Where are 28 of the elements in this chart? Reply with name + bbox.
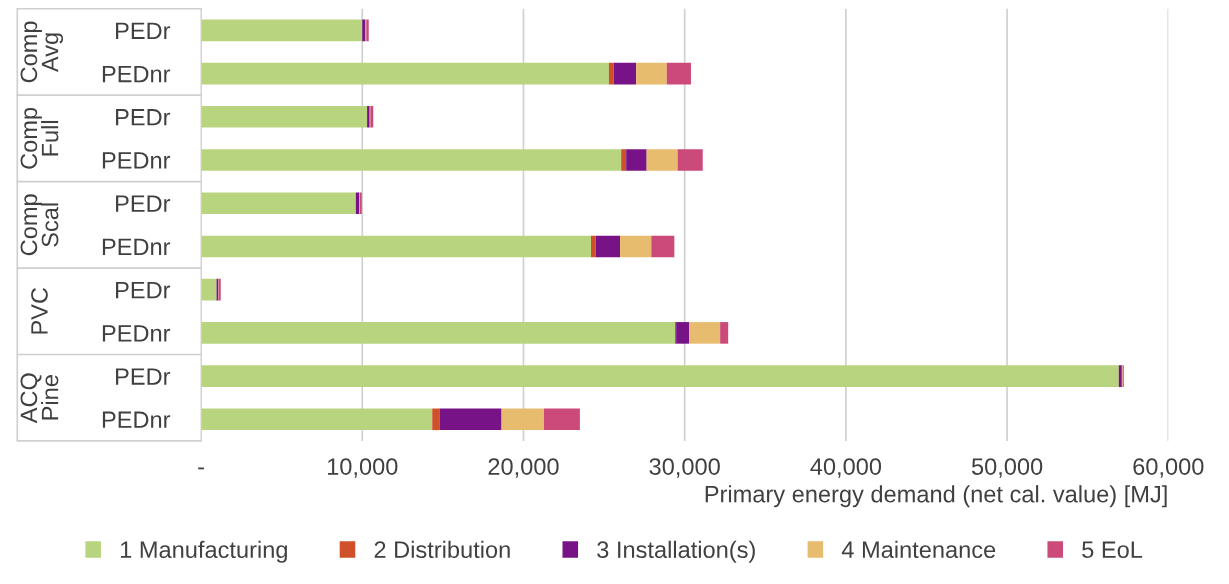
text: PVC [31, 287, 48, 334]
legend-label: 2 Distribution [374, 540, 510, 559]
y-tick-label: PEDnr [102, 152, 171, 169]
x-axis-title: Primary energy demand (net cal. value) [MJ] [705, 485, 1167, 508]
x-tick-label: - [198, 467, 204, 470]
y-tick-label: PEDr [116, 22, 171, 39]
legend-label: 5 EoL [1082, 541, 1143, 559]
x-tick-label: 20,000 [488, 458, 559, 478]
text: Comp Avg [20, 21, 64, 83]
legend-label: 3 Installation(s) [597, 540, 755, 563]
y-tick-label: PEDnr [102, 325, 171, 342]
x-tick-label: 50,000 [971, 458, 1043, 478]
text: Comp Scal [20, 194, 59, 256]
text: Comp Full [20, 107, 59, 169]
y-tick-label: PEDnr [102, 411, 171, 428]
y-tick-label: PEDr [116, 368, 171, 385]
x-tick-label: 30,000 [649, 458, 720, 478]
y-tick-label: PEDr [116, 195, 171, 212]
legend-label: 4 Maintenance [841, 540, 996, 559]
x-tick-label: 40,000 [810, 458, 882, 478]
y-tick-label: PEDnr [102, 65, 171, 83]
y-tick-label: PEDr [116, 281, 171, 299]
y-tick-label: PEDr [116, 109, 171, 126]
y-tick-label: PEDnr [102, 238, 171, 255]
legend-label: 1 Manufacturing [120, 540, 287, 563]
x-tick-label: 60,000 [1133, 458, 1204, 478]
x-tick-label: 10,000 [327, 458, 398, 478]
text: ACQ Pine [20, 373, 59, 424]
